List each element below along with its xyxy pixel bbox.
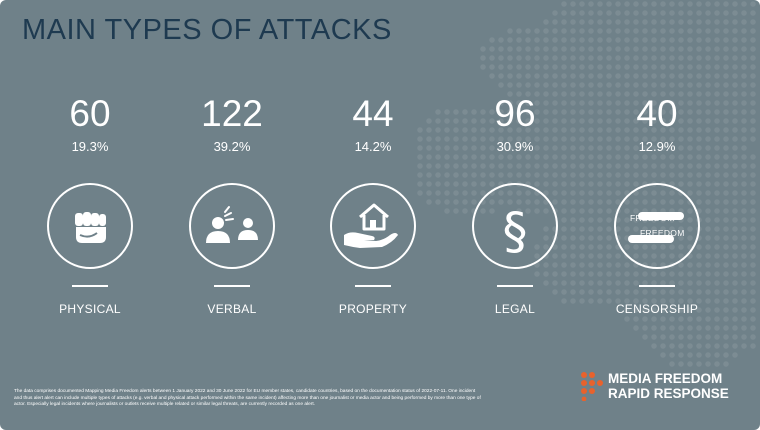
- censored-word: FREEDOM: [640, 228, 685, 238]
- section-sign-icon: §: [503, 202, 528, 260]
- stat-icon-circle: §: [472, 183, 558, 269]
- stat-count: 96: [494, 93, 536, 134]
- stat-divider: [639, 285, 675, 287]
- stat-label: PHYSICAL: [59, 302, 121, 316]
- stat-count: 44: [352, 93, 394, 134]
- stat-verbal: 122 39.2% VERBAL: [162, 92, 302, 316]
- brand-logo: MEDIA FREEDOM RAPID RESPONSE: [580, 371, 729, 406]
- svg-text:§: §: [503, 202, 528, 260]
- stat-icon-circle: [189, 183, 275, 269]
- censored-freedom-icon: [628, 212, 684, 243]
- stat-count: 40: [636, 93, 678, 134]
- stat-percent: 12.9%: [638, 139, 676, 154]
- stat-property: 44 14.2% PROPERTY: [303, 92, 443, 316]
- stat-label: PROPERTY: [338, 302, 408, 316]
- stat-divider: [72, 285, 108, 287]
- brand-line-2: RAPID RESPONSE: [608, 386, 729, 401]
- stat-label: VERBAL: [207, 302, 257, 316]
- stat-percent: 39.2%: [213, 139, 251, 154]
- brand-name: MEDIA FREEDOM RAPID RESPONSE: [608, 371, 760, 401]
- stat-censorship: 40 12.9% FREEDOM FREEDOM CENSORSHIP: [587, 92, 727, 316]
- footnote: The data comprises documented Mapping Me…: [14, 389, 481, 408]
- stat-label: CENSORSHIP: [615, 302, 699, 316]
- stat-icon-circle: [47, 183, 133, 269]
- stat-label: LEGAL: [494, 302, 536, 316]
- stat-divider: [214, 285, 250, 287]
- stat-physical: 60 19.3% PHYSICAL: [20, 92, 160, 316]
- page-title: MAIN TYPES OF ATTACKS: [22, 14, 392, 46]
- stat-divider: [355, 285, 391, 287]
- stat-count: 60: [69, 93, 111, 134]
- brand-line-1: MEDIA FREEDOM: [608, 371, 723, 386]
- stat-legal: 96 30.9% § LEGAL: [445, 92, 585, 316]
- house-in-hand-icon: [344, 203, 398, 248]
- stat-divider: [497, 285, 533, 287]
- stat-percent: 30.9%: [496, 139, 534, 154]
- stat-icon-circle: FREEDOM FREEDOM: [614, 183, 700, 269]
- stat-percent: 19.3%: [71, 139, 109, 154]
- people-talking-icon: [206, 206, 258, 243]
- mfrr-dots-logo: [581, 372, 603, 402]
- stat-icon-circle: [330, 183, 416, 269]
- stat-count: 122: [201, 93, 263, 134]
- stat-percent: 14.2%: [354, 139, 392, 154]
- fist-icon: [75, 212, 106, 243]
- censored-word: FREEDOM: [630, 213, 675, 223]
